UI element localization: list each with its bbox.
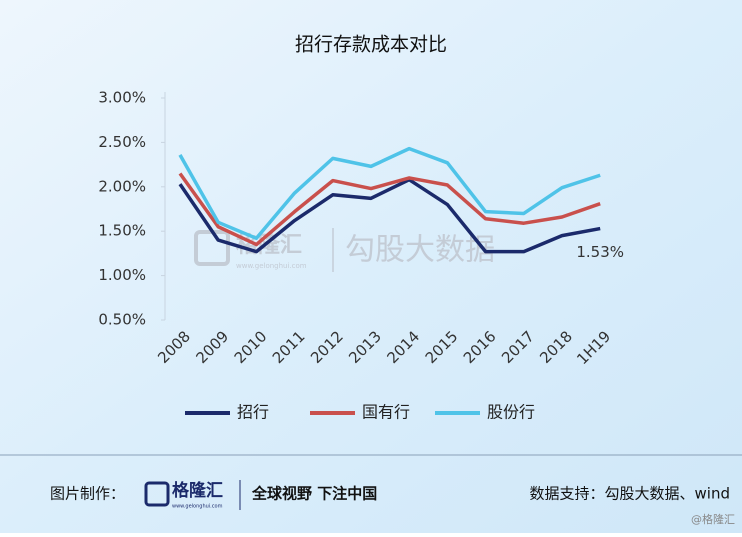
y-tick-label: 1.50% [98,222,146,240]
watermark-text: 勾股大数据 [345,233,495,268]
series-line [178,146,601,241]
footer-slogan: 全球视野 下注中国 [251,485,377,503]
y-tick-label: 1.00% [98,266,146,284]
legend-label: 国有行 [362,403,410,422]
footer-credit: @格隆汇 [691,512,735,526]
legend-label: 招行 [237,403,269,422]
data-label: 1.53% [576,243,624,261]
legend-label: 股份行 [487,403,535,422]
y-tick-label: 2.50% [98,133,146,151]
footer-made-by: 图片制作： [50,485,125,503]
series-line [178,177,601,254]
y-tick-label: 3.00% [98,89,146,107]
watermark-brand: 格隆汇 [236,232,302,258]
footer-source: 数据支持：勾股大数据、wind [530,485,730,503]
y-tick-label: 2.00% [98,177,146,195]
footer-brand: 格隆汇 [172,480,223,501]
chart-title: 招行存款成本对比 [295,34,447,56]
footer-url: www.gelonghui.com [172,504,223,510]
footer-logo [144,481,170,507]
watermark-url: www.gelonghui.com [236,262,307,270]
y-tick-label: 0.50% [98,311,146,329]
series-line [178,172,601,247]
